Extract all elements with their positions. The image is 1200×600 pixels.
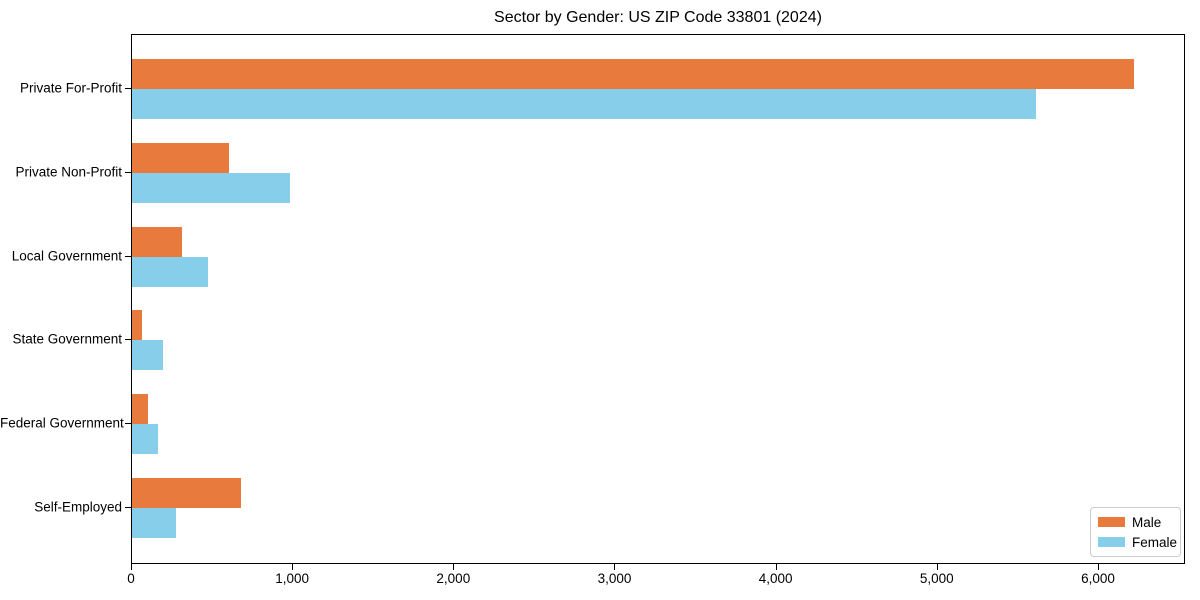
- y-tick-mark: [125, 171, 131, 173]
- bar-male-federal-government: [132, 394, 149, 425]
- legend-label-male: Male: [1132, 514, 1162, 530]
- y-tick-mark: [125, 423, 131, 425]
- y-tick-mark: [125, 255, 131, 257]
- bar-male-self-employed: [132, 478, 242, 508]
- y-tick-label-private-for-profit: Private For-Profit: [19, 80, 122, 96]
- y-tick-mark: [125, 507, 131, 508]
- bar-group-state-government: [132, 310, 1184, 371]
- x-tick-mark: [292, 564, 294, 570]
- x-tick-label-5000: 5,000: [919, 571, 954, 586]
- bar-group-private-for-profit: [132, 59, 1184, 119]
- bar-male-private-for-profit: [132, 59, 1135, 89]
- legend-row-male: Male: [1098, 515, 1173, 530]
- legend-row-female: Female: [1098, 535, 1177, 550]
- y-tick-label-federal-government: Federal Government: [0, 415, 124, 431]
- bar-female-private-non-profit: [132, 172, 290, 203]
- x-tick-label-2000: 2,000: [436, 571, 471, 586]
- x-tick-mark: [614, 564, 616, 570]
- y-tick-mark: [125, 339, 131, 341]
- x-tick-mark: [936, 564, 938, 570]
- x-tick-label-0: 0: [127, 571, 135, 586]
- bar-female-federal-government: [132, 424, 158, 455]
- y-tick-label-private-non-profit: Private Non-Profit: [15, 164, 122, 180]
- plot-area: [131, 34, 1185, 564]
- y-tick-label-state-government: State Government: [12, 331, 122, 347]
- legend-swatch-female: [1098, 537, 1125, 547]
- y-tick-mark: [125, 88, 131, 89]
- bar-male-private-non-profit: [132, 142, 229, 173]
- bar-female-self-employed: [132, 508, 177, 538]
- x-tick-mark: [775, 564, 777, 570]
- bar-group-self-employed: [132, 478, 1184, 538]
- x-tick-label-3000: 3,000: [597, 571, 632, 586]
- bar-female-state-government: [132, 340, 163, 371]
- legend-swatch-male: [1098, 517, 1125, 527]
- y-tick-label-self-employed: Self-Employed: [34, 499, 122, 515]
- x-tick-label-1000: 1,000: [275, 571, 310, 586]
- x-tick-label-6000: 6,000: [1081, 571, 1115, 586]
- bar-male-local-government: [132, 226, 182, 257]
- bar-female-local-government: [132, 256, 209, 287]
- legend-label-female: Female: [1132, 534, 1178, 550]
- chart-title: Sector by Gender: US ZIP Code 33801 (202…: [494, 9, 822, 26]
- x-tick-mark: [453, 564, 455, 570]
- x-tick-label-4000: 4,000: [758, 571, 793, 586]
- bar-male-state-government: [132, 310, 142, 341]
- bar-group-local-government: [132, 226, 1184, 287]
- x-tick-mark: [1097, 564, 1099, 570]
- y-tick-label-local-government: Local Government: [11, 248, 122, 264]
- bar-group-federal-government: [132, 394, 1184, 455]
- bar-group-private-non-profit: [132, 142, 1184, 203]
- bar-female-private-for-profit: [132, 89, 1036, 119]
- legend: Male Female: [1090, 507, 1181, 557]
- x-tick-mark: [131, 564, 132, 570]
